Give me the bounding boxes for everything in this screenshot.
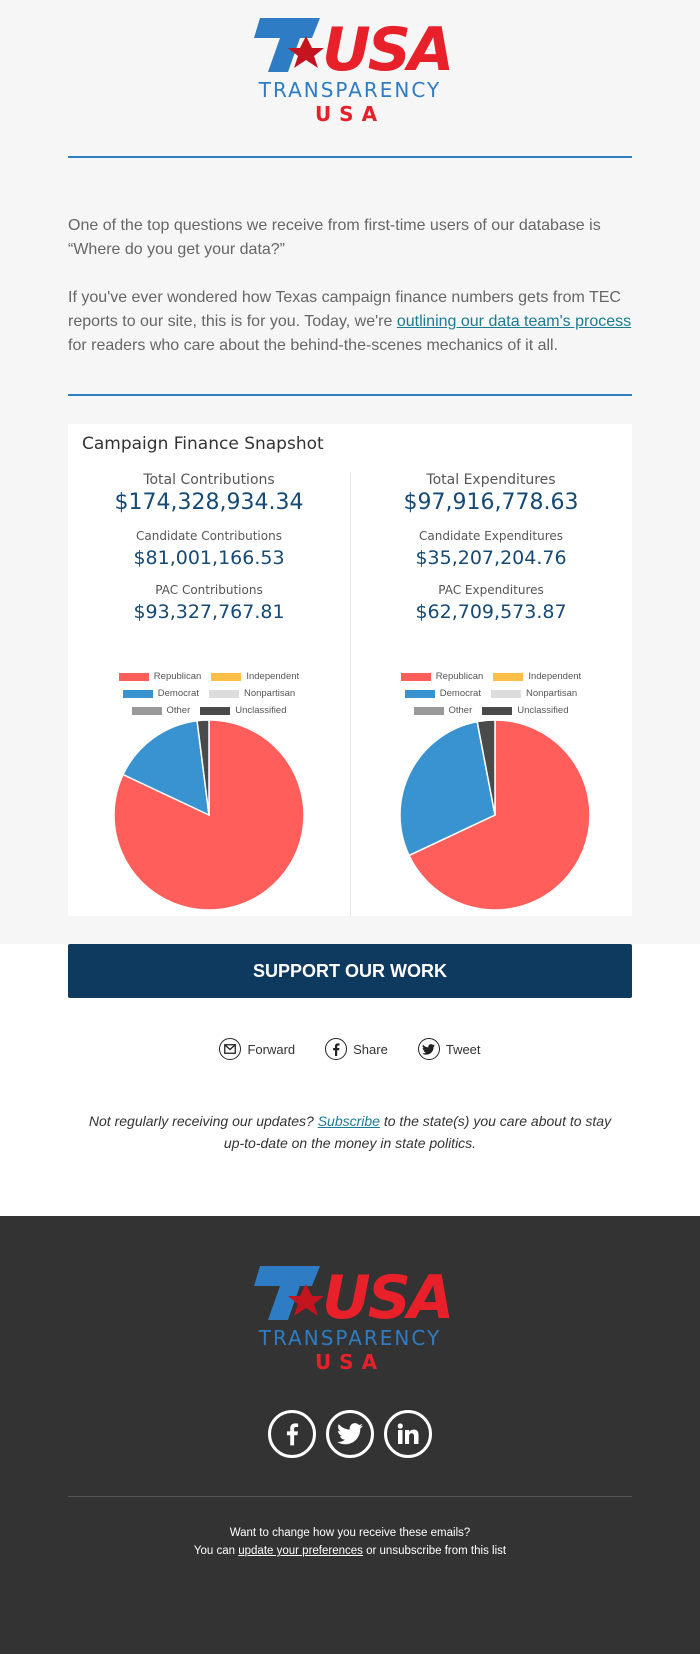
pac-expenditures-value: $62,709,573.87 bbox=[415, 601, 567, 623]
share-link[interactable]: Share bbox=[325, 1038, 388, 1060]
footer-line-1: Want to change how you receive these ema… bbox=[229, 1527, 471, 1539]
subscribe-link[interactable]: Subscribe bbox=[317, 1113, 380, 1129]
snapshot-title: Campaign Finance Snapshot bbox=[82, 434, 324, 454]
logo-mark-icon: USA bbox=[254, 1263, 450, 1324]
expenditures-column: Total Expenditures $97,916,778.63 Candid… bbox=[350, 472, 632, 623]
pac-contributions-value: $93,327,767.81 bbox=[133, 601, 285, 623]
total-contributions-value: $174,328,934.34 bbox=[114, 490, 304, 515]
facebook-icon bbox=[325, 1038, 348, 1060]
legend-item-independent[interactable]: Independent bbox=[211, 671, 299, 682]
footer: USA TRANSPARENCY USA Want to change how … bbox=[0, 1216, 700, 1654]
svg-text:USA: USA bbox=[322, 1263, 450, 1324]
footer-divider bbox=[68, 1496, 632, 1497]
pie-slice-republican[interactable] bbox=[408, 719, 591, 911]
share-label: Share bbox=[353, 1041, 388, 1057]
pie-slice-democrat[interactable] bbox=[399, 720, 496, 857]
pie-slice-democrat[interactable] bbox=[122, 719, 210, 817]
column-divider bbox=[350, 472, 351, 916]
legend-item-democrat[interactable]: Democrat bbox=[404, 688, 481, 699]
tweet-label: Tweet bbox=[445, 1041, 481, 1057]
legend-item-unclassified[interactable]: Unclassified bbox=[200, 705, 286, 716]
divider-top bbox=[68, 156, 632, 158]
intro-text: One of the top questions we receive from… bbox=[68, 214, 632, 358]
expenditures-legend: Republican Independent Democrat Nonparti… bbox=[350, 668, 632, 719]
footer-line-2: You can update your preferences or unsub… bbox=[193, 1545, 507, 1557]
contributions-column: Total Contributions $174,328,934.34 Cand… bbox=[68, 472, 350, 623]
total-contributions-label: Total Contributions bbox=[143, 472, 275, 488]
footer-preferences-text: Want to change how you receive these ema… bbox=[0, 1524, 700, 1560]
logo-text-transparency: TRANSPARENCY bbox=[258, 78, 442, 102]
pie-slice-unclassified[interactable] bbox=[196, 719, 210, 816]
subscribe-note: Not regularly receiving our updates? Sub… bbox=[88, 1113, 612, 1151]
candidate-contributions-value: $81,001,166.53 bbox=[133, 547, 285, 569]
legend-item-nonpartisan[interactable]: Nonpartisan bbox=[208, 688, 295, 699]
expenditures-pie-chart bbox=[399, 719, 591, 911]
data-process-link[interactable]: outlining our data team's process bbox=[396, 313, 632, 330]
pie-slice-unclassified[interactable] bbox=[476, 719, 496, 816]
footer-brand-logo[interactable]: USA TRANSPARENCY USA bbox=[250, 1262, 450, 1378]
svg-text:USA: USA bbox=[322, 15, 450, 76]
legend-item-independent[interactable]: Independent bbox=[493, 671, 581, 682]
logo-mark-icon: USA bbox=[254, 15, 450, 76]
legend-item-republican[interactable]: Republican bbox=[400, 671, 483, 682]
forward-label: Forward bbox=[247, 1041, 296, 1057]
facebook-icon[interactable] bbox=[268, 1410, 316, 1458]
candidate-expenditures-label: Candidate Expenditures bbox=[418, 529, 564, 543]
social-links bbox=[0, 1410, 700, 1458]
divider-middle bbox=[68, 394, 632, 396]
candidate-expenditures-value: $35,207,204.76 bbox=[415, 547, 567, 569]
legend-item-other[interactable]: Other bbox=[413, 705, 472, 716]
intro-paragraph-1: One of the top questions we receive from… bbox=[68, 217, 601, 258]
pac-contributions-label: PAC Contributions bbox=[155, 583, 263, 597]
legend-item-unclassified[interactable]: Unclassified bbox=[482, 705, 568, 716]
twitter-icon[interactable] bbox=[326, 1410, 374, 1458]
total-expenditures-label: Total Expenditures bbox=[426, 472, 556, 488]
linkedin-icon[interactable] bbox=[384, 1410, 432, 1458]
update-preferences-link[interactable]: update your preferences bbox=[238, 1545, 363, 1557]
tweet-link[interactable]: Tweet bbox=[417, 1038, 481, 1060]
envelope-icon bbox=[219, 1038, 242, 1060]
total-expenditures-value: $97,916,778.63 bbox=[403, 490, 579, 515]
candidate-contributions-label: Candidate Contributions bbox=[136, 529, 282, 543]
intro-paragraph-2: If you've ever wondered how Texas campai… bbox=[68, 289, 632, 354]
legend-item-other[interactable]: Other bbox=[131, 705, 190, 716]
share-row: Forward Share Tweet bbox=[0, 1038, 700, 1060]
legend-item-nonpartisan[interactable]: Nonpartisan bbox=[490, 688, 577, 699]
logo-text-transparency: TRANSPARENCY bbox=[258, 1326, 442, 1350]
contributions-pie-chart bbox=[113, 719, 305, 911]
support-our-work-button[interactable]: SUPPORT OUR WORK bbox=[68, 944, 632, 998]
logo-text-usa: USA bbox=[314, 1350, 386, 1374]
logo-text-usa: USA bbox=[314, 102, 386, 126]
forward-link[interactable]: Forward bbox=[219, 1038, 295, 1060]
twitter-icon bbox=[417, 1038, 440, 1060]
contributions-legend: Republican Independent Democrat Nonparti… bbox=[68, 668, 350, 719]
legend-item-republican[interactable]: Republican bbox=[118, 671, 201, 682]
legend-item-democrat[interactable]: Democrat bbox=[122, 688, 199, 699]
brand-logo[interactable]: USA TRANSPARENCY USA bbox=[250, 14, 450, 130]
campaign-finance-snapshot: Campaign Finance Snapshot Total Contribu… bbox=[68, 424, 632, 916]
pac-expenditures-label: PAC Expenditures bbox=[438, 583, 544, 597]
